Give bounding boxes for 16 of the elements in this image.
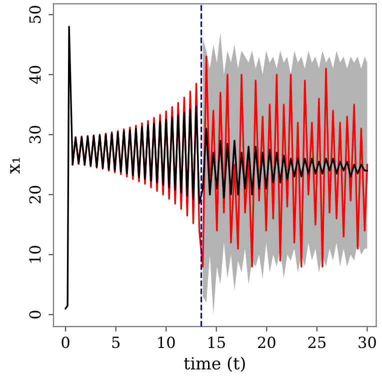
x-tick-label: 5 (112, 336, 120, 348)
line-series (64, 26, 368, 310)
x-tick-label: 0 (62, 336, 70, 348)
y-tick-label: 30 (29, 126, 41, 144)
y-tick-label: 50 (29, 6, 41, 24)
x-tick-label: 15 (208, 336, 225, 348)
x-tick-label: 30 (358, 336, 376, 348)
x-tick-label: 20 (258, 336, 276, 348)
y-axis-title: x₁ (10, 158, 20, 174)
y-tick-label: 0 (29, 310, 41, 318)
y-tick-label: 40 (29, 66, 41, 84)
x-tick-label: 10 (158, 336, 175, 348)
y-tick-label: 20 (29, 186, 41, 204)
x-tick-label: 25 (308, 336, 326, 348)
x-axis-title: time (t) (184, 356, 245, 372)
y-tick-label: 10 (29, 246, 41, 262)
